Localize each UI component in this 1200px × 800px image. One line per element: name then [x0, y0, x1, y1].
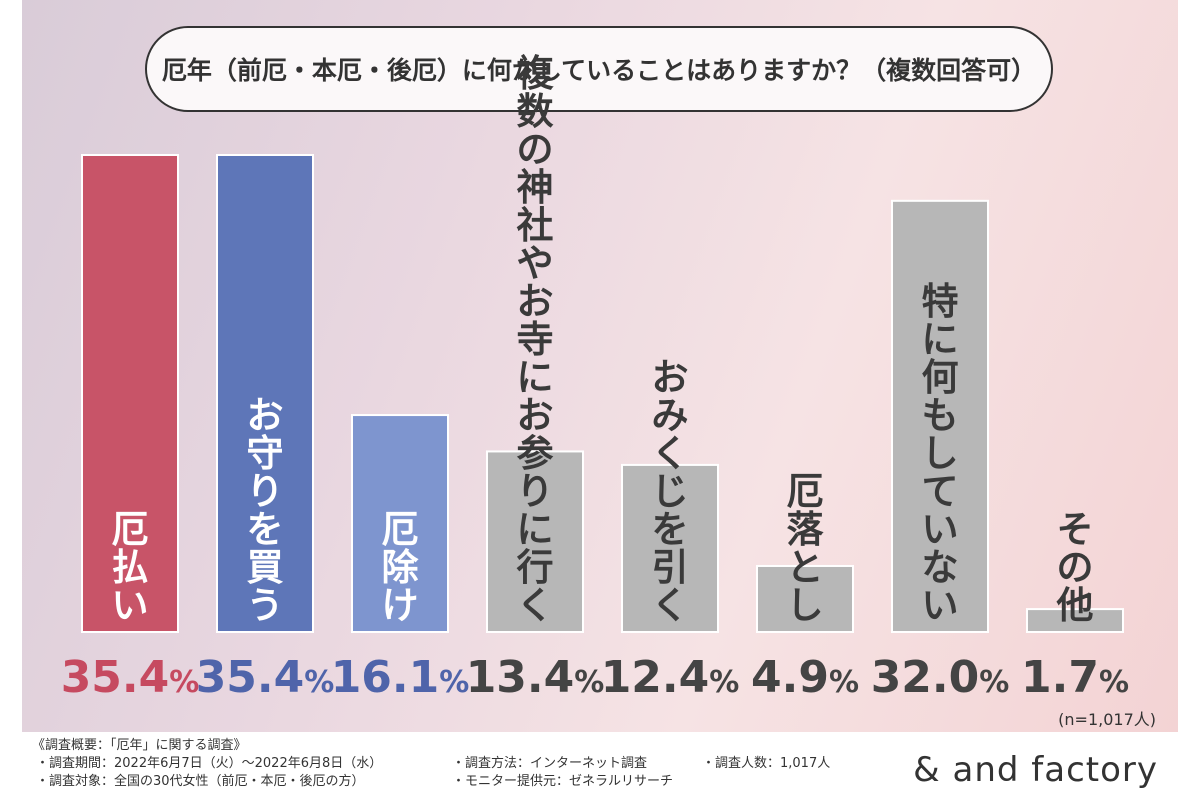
- category-label-6: 特に何もしていない: [922, 280, 959, 627]
- value-label-3: 13.4%: [466, 652, 605, 703]
- bar-1: [216, 154, 314, 633]
- value-label-0: 35.4%: [61, 652, 200, 703]
- category-label-1: お守りを買う: [247, 394, 284, 627]
- survey-heading: 《調査概要：「厄年」に関する調査》: [32, 738, 247, 753]
- value-label-2: 16.1%: [331, 652, 470, 703]
- brand-logo: & and factory: [913, 750, 1158, 790]
- category-label-5: 厄落とし: [787, 470, 825, 627]
- category-label-7: その他: [1056, 508, 1094, 627]
- category-label-3: 複数の神社やお寺にお参りに行く: [517, 52, 555, 627]
- bar-2: [351, 414, 449, 633]
- bar-4: [621, 463, 719, 633]
- category-label-4: おみくじを引く: [652, 356, 689, 627]
- chart-background: 厄年（前厄・本厄・後厄）に何かしていることはありますか？（複数回答可） 厄払い 3…: [22, 0, 1178, 732]
- category-label-2: 厄除け: [382, 508, 420, 627]
- survey-count: ・調査人数：1,017人: [702, 756, 831, 771]
- bar-6: [891, 199, 989, 633]
- value-label-7: 1.7%: [1021, 652, 1129, 703]
- chart-title: 厄年（前厄・本厄・後厄）に何かしていることはありますか？（複数回答可）: [145, 26, 1053, 112]
- bar-0: [81, 154, 179, 633]
- survey-provider: ・モニター提供元：ゼネラルリサーチ: [452, 774, 674, 789]
- value-label-4: 12.4%: [601, 652, 740, 703]
- sample-size-note: (n=1,017人): [1058, 710, 1156, 729]
- category-label-0: 厄払い: [112, 508, 149, 627]
- value-label-5: 4.9%: [751, 652, 859, 703]
- bar-chart: 厄払い 35.4% お守りを買う 35.4% 厄除け 16.1% 複数の神社やお寺にお参りに…: [61, 52, 1129, 703]
- survey-footer: 《調査概要：「厄年」に関する調査》 ・調査期間：2022年6月7日（火）〜202…: [22, 732, 1178, 800]
- value-label-6: 32.0%: [871, 652, 1010, 703]
- survey-method: ・調査方法：インターネット調査: [452, 756, 648, 771]
- value-label-1: 35.4%: [196, 652, 335, 703]
- bar-5: [756, 564, 854, 633]
- survey-period: ・調査期間：2022年6月7日（火）〜2022年6月8日（水）: [36, 756, 383, 771]
- bar-7: [1026, 608, 1124, 633]
- survey-target: ・調査対象：全国の30代女性（前厄・本厄・後厄の方）: [36, 774, 365, 789]
- bar-3: [486, 450, 584, 633]
